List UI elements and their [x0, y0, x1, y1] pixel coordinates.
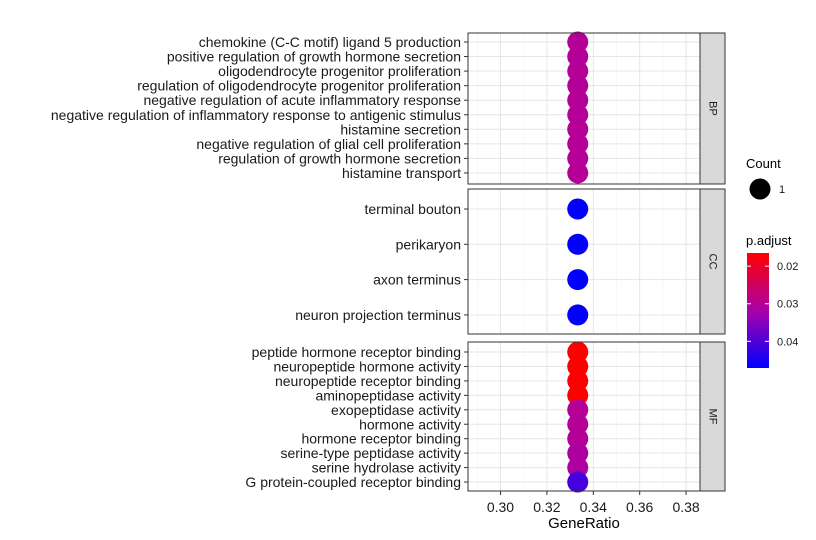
x-tick-label: 0.32: [533, 499, 560, 515]
term-label: terminal bouton: [364, 201, 461, 217]
term-label: exopeptidase activity: [331, 402, 461, 418]
data-point: [567, 413, 589, 435]
term-label: perikaryon: [396, 236, 461, 252]
data-point: [567, 341, 589, 363]
legend-colorbar: [747, 253, 769, 368]
x-tick-label: 0.38: [672, 499, 699, 515]
term-label: regulation of oligodendrocyte progenitor…: [137, 78, 461, 94]
data-point: [567, 370, 589, 392]
data-point: [567, 31, 589, 53]
term-label: hormone activity: [359, 416, 461, 432]
x-axis-title: GeneRatio: [548, 515, 620, 532]
data-point: [567, 442, 589, 464]
term-label: neuropeptide hormone activity: [273, 358, 461, 374]
term-label: hormone receptor binding: [301, 431, 461, 447]
term-label: regulation of growth hormone secretion: [218, 150, 461, 166]
colorbar-label: 0.04: [777, 336, 798, 348]
data-point: [567, 304, 589, 326]
data-point: [567, 471, 589, 493]
facet-panel-mf: peptide hormone receptor bindingneuropep…: [245, 341, 726, 493]
data-point: [567, 75, 589, 97]
data-point: [567, 399, 589, 421]
term-label: oligodendrocyte progenitor proliferation: [218, 63, 461, 79]
facet-panel-bp: chemokine (C-C motif) ligand 5 productio…: [51, 31, 726, 185]
legend-count-label: 1: [779, 184, 785, 196]
term-label: serine hydrolase activity: [312, 460, 461, 476]
term-label: axon terminus: [373, 272, 461, 288]
term-label: chemokine (C-C motif) ligand 5 productio…: [199, 34, 461, 50]
data-point: [567, 162, 589, 184]
x-tick-label: 0.34: [580, 499, 607, 515]
x-tick-label: 0.36: [626, 499, 653, 515]
term-label: negative regulation of glial cell prolif…: [196, 136, 461, 152]
term-label: histamine secretion: [340, 121, 461, 137]
data-point: [567, 46, 589, 68]
data-point: [567, 457, 589, 479]
facet-strip: [699, 188, 726, 335]
x-tick-label: 0.30: [487, 499, 514, 515]
data-point: [567, 428, 589, 450]
data-point: [567, 384, 589, 406]
facet-strip: [699, 32, 726, 185]
legend-padjust-title: p.adjust: [746, 233, 792, 248]
data-point: [567, 355, 589, 377]
data-point: [567, 233, 589, 255]
term-label: neuropeptide receptor binding: [275, 373, 461, 389]
legend-count-title: Count: [746, 156, 781, 171]
term-label: negative regulation of acute inflammator…: [143, 92, 461, 108]
data-point: [567, 118, 589, 140]
facet-strip-label: BP: [707, 101, 719, 116]
data-point: [567, 89, 589, 111]
term-label: histamine transport: [342, 165, 461, 181]
term-label: neuron projection terminus: [295, 307, 461, 323]
data-point: [567, 133, 589, 155]
facet-strip-label: MF: [707, 409, 719, 425]
colorbar-label: 0.02: [777, 261, 798, 273]
facet-strip: [699, 341, 726, 492]
term-label: serine-type peptidase activity: [280, 445, 461, 461]
term-label: positive regulation of growth hormone se…: [167, 49, 461, 65]
data-point: [567, 198, 589, 220]
term-label: aminopeptidase activity: [315, 387, 461, 403]
data-point: [567, 104, 589, 126]
term-label: peptide hormone receptor binding: [252, 344, 461, 360]
facet-panel-cc: terminal bouton perikaryon axon terminus ne…: [295, 188, 726, 335]
term-label: G protein-coupled receptor binding: [245, 474, 461, 490]
data-point: [567, 147, 589, 169]
term-label: negative regulation of inflammatory resp…: [51, 107, 461, 123]
colorbar-label: 0.03: [777, 299, 798, 311]
legend-count-key: [749, 178, 771, 200]
data-point: [567, 269, 589, 291]
data-point: [567, 60, 589, 82]
facet-strip-label: CC: [707, 254, 719, 270]
